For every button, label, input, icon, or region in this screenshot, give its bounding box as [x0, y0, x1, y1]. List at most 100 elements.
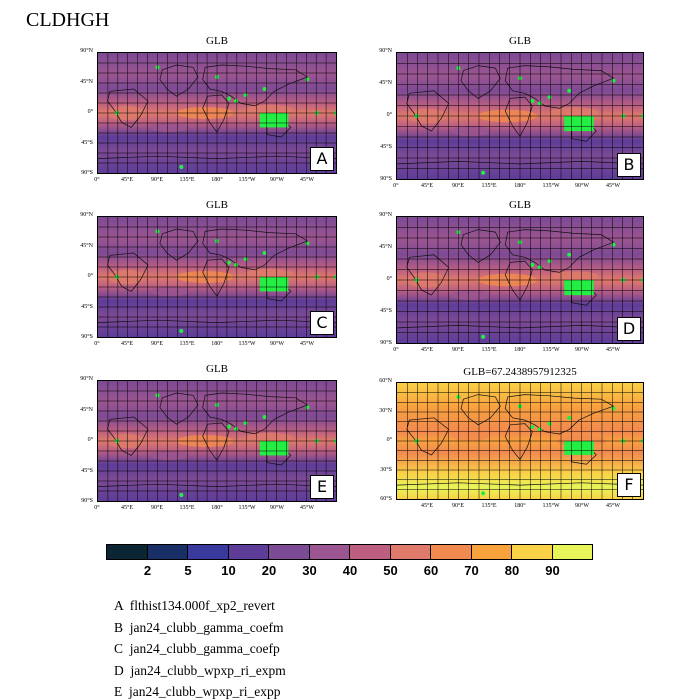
colorbar-label: 5	[184, 563, 192, 578]
figure-title: CLDHGH	[26, 9, 110, 31]
coastline	[159, 228, 199, 261]
highlight-region	[259, 277, 289, 292]
legend-entry: C jan24_clubb_gamma_coefp	[114, 641, 280, 657]
legend-letter: E	[114, 684, 123, 699]
x-tick-label: 0°	[393, 183, 399, 189]
station-marker	[262, 87, 267, 91]
station-marker	[530, 262, 535, 267]
station-marker	[226, 96, 231, 101]
legend-name: jan24_clubb_wpxp_ri_expp	[122, 684, 281, 699]
colorbar-swatch	[106, 544, 148, 560]
coastline	[202, 94, 230, 133]
coastline	[159, 392, 199, 425]
map-canvas	[397, 53, 643, 179]
field-blob	[150, 286, 189, 297]
field-blob	[245, 432, 294, 443]
legend-entry: B jan24_clubb_gamma_coefm	[114, 620, 283, 636]
map-panel-a	[97, 52, 337, 174]
x-tick-label: 0°	[393, 347, 399, 353]
x-tick-label: 180°	[514, 503, 526, 509]
panel-title: GLB	[206, 35, 228, 47]
panel-title: GLB	[509, 199, 531, 211]
x-tick-label: 135°W	[238, 505, 256, 511]
colorbar-label: 30	[302, 563, 317, 578]
map-canvas	[397, 383, 643, 499]
legend-name: flthist134.000f_xp2_revert	[123, 598, 275, 613]
x-tick-label: 135°E	[481, 183, 497, 189]
x-tick-label: 45°E	[420, 503, 434, 509]
station-marker	[179, 165, 184, 169]
x-tick-label: 180°	[211, 177, 223, 183]
coastline	[460, 394, 501, 426]
x-tick-label: 45°E	[120, 341, 134, 347]
coastline	[504, 260, 533, 301]
y-tick-label: 45°S	[81, 303, 93, 310]
coastline	[504, 423, 533, 461]
field-blob	[150, 122, 189, 133]
station-marker	[567, 415, 572, 420]
station-marker	[481, 491, 486, 496]
legend-letter: D	[114, 662, 124, 678]
x-tick-label: 45°E	[420, 347, 434, 353]
x-tick-label: 90°E	[150, 341, 164, 347]
highlight-region	[259, 113, 289, 128]
colorbar-label: 70	[464, 563, 479, 578]
legend-name: jan24_clubb_wpxp_ri_expm	[123, 662, 286, 678]
station-marker	[481, 334, 486, 339]
map-canvas	[397, 217, 643, 343]
panel-letter: F	[617, 473, 641, 497]
x-tick-label: 135°E	[481, 503, 497, 509]
colorbar-swatch	[349, 544, 391, 560]
colorbar-label: 80	[504, 563, 520, 578]
panel-letter: E	[310, 475, 334, 499]
station-marker	[262, 415, 267, 419]
y-tick-label: 90°S	[81, 498, 93, 504]
y-tick-label: 0°	[386, 276, 392, 282]
station-marker	[537, 265, 542, 270]
x-tick-label: 0°	[94, 505, 100, 511]
y-tick-label: 0°	[386, 112, 392, 118]
colorbar	[106, 544, 593, 560]
field-blob	[451, 126, 491, 137]
panel-title: GLB	[206, 363, 228, 375]
x-tick-label: 135°W	[238, 341, 256, 347]
x-tick-label: 180°	[514, 347, 526, 353]
station-marker	[530, 98, 535, 103]
station-marker	[567, 252, 572, 257]
x-tick-label: 90°W	[269, 505, 285, 511]
coastline	[202, 392, 309, 435]
y-tick-label: 90°S	[81, 334, 93, 340]
panel-title: GLB	[206, 199, 228, 211]
station-marker	[234, 99, 239, 103]
x-tick-label: 45°E	[120, 177, 134, 183]
station-marker	[567, 88, 572, 93]
x-tick-label: 135°W	[238, 177, 256, 183]
panel-letter: D	[617, 317, 641, 341]
coastline	[460, 65, 501, 99]
legend-entry: E jan24_clubb_wpxp_ri_expp	[114, 684, 280, 700]
map-canvas	[98, 217, 336, 337]
x-tick-label: 180°	[514, 183, 526, 189]
colorbar-label: 2	[143, 563, 152, 578]
colorbar-label: 60	[423, 563, 439, 578]
panel-letter: B	[617, 153, 641, 177]
station-marker	[481, 170, 486, 175]
x-tick-label: 0°	[94, 341, 100, 347]
x-tick-label: 45°W	[299, 505, 315, 511]
coastline	[202, 422, 230, 461]
x-tick-label: 135°E	[179, 505, 195, 511]
station-marker	[530, 425, 535, 430]
map-panel-c	[97, 216, 337, 338]
x-tick-label: 45°W	[299, 177, 315, 183]
panel-letter: A	[310, 147, 334, 171]
coastline	[504, 229, 615, 273]
colorbar-swatch	[146, 544, 188, 560]
x-tick-label: 45°E	[420, 183, 434, 189]
panel-title: GLB	[509, 35, 531, 47]
station-marker	[226, 260, 231, 265]
station-marker	[537, 101, 542, 106]
y-tick-label: 45°N	[80, 242, 93, 249]
y-tick-label: 45°S	[380, 144, 392, 150]
x-tick-label: 135°W	[542, 347, 560, 353]
y-tick-label: 60°N	[379, 378, 392, 384]
